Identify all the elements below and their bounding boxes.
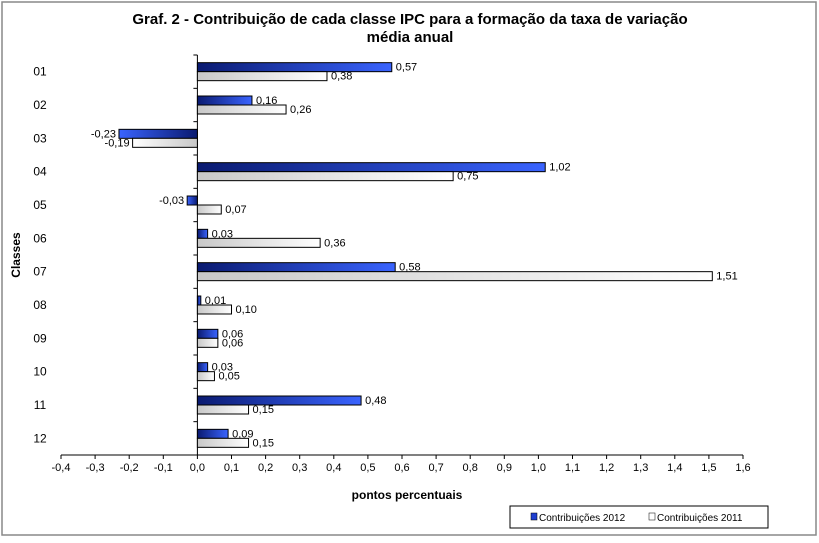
- data-label-2011-08: 0,10: [236, 304, 257, 316]
- legend-swatch-2011: [648, 512, 656, 521]
- x-tick-label: 1,0: [531, 462, 546, 474]
- bar-2012-08: [196, 295, 202, 306]
- bar-2011-06: [196, 237, 321, 248]
- data-label-2011-07: 1,51: [716, 271, 737, 283]
- x-tick-label: -0,2: [120, 462, 139, 474]
- data-label-2012-08: 0,01: [205, 295, 226, 307]
- bar-2012-04: [196, 162, 546, 173]
- bar-2012-05: [186, 195, 198, 206]
- bar-2011-01: [196, 71, 328, 82]
- data-label-2012-01: 0,57: [396, 62, 417, 74]
- category-label: 08: [33, 298, 47, 312]
- x-tick-label: -0,1: [154, 462, 173, 474]
- bar-2012-07: [196, 262, 396, 273]
- category-label: 11: [34, 398, 47, 412]
- category-label: 03: [33, 131, 47, 145]
- bar-2012-01: [196, 62, 393, 73]
- category-label: 10: [33, 365, 47, 379]
- data-label-2012-02: 0,16: [256, 95, 277, 107]
- data-label-2011-12: 0,15: [253, 437, 274, 449]
- category-label: 04: [33, 165, 47, 179]
- x-tick-label: 0,0: [190, 462, 205, 474]
- legend-label-2011: Contribuições 2011: [657, 513, 743, 524]
- bar-2012-09: [196, 328, 219, 339]
- data-label-2011-10: 0,05: [218, 371, 239, 383]
- data-label-2011-02: 0,26: [290, 104, 311, 116]
- x-tick-label: 1,6: [735, 462, 750, 474]
- x-tick-label: 0,2: [258, 462, 273, 474]
- data-label-2012-07: 0,58: [399, 262, 420, 274]
- legend: [509, 505, 769, 529]
- x-tick-label: -0,4: [52, 462, 71, 474]
- data-label-2012-09: 0,06: [222, 328, 243, 340]
- bar-2011-11: [196, 404, 250, 415]
- bar-2011-03: [132, 137, 198, 148]
- x-tick-label: 0,3: [292, 462, 307, 474]
- y-axis-label: Classes: [9, 232, 23, 278]
- category-label: 05: [33, 198, 47, 212]
- x-tick-label: 1,3: [633, 462, 648, 474]
- x-tick-label: 1,4: [667, 462, 682, 474]
- chart-title-line-2: média anual: [367, 29, 454, 46]
- bar-2011-02: [196, 104, 287, 115]
- data-label-2011-06: 0,36: [324, 237, 345, 249]
- x-tick-label: 1,5: [701, 462, 716, 474]
- bar-2011-05: [196, 204, 222, 215]
- x-tick-label: 1,1: [565, 462, 580, 474]
- bar-2011-12: [196, 437, 250, 448]
- data-label-2012-06: 0,03: [212, 228, 233, 240]
- x-tick-label: 0,9: [497, 462, 512, 474]
- data-label-2011-03: -0,19: [105, 137, 130, 149]
- x-tick-label: 1,2: [599, 462, 614, 474]
- data-label-2012-05: -0,03: [159, 195, 184, 207]
- x-axis-label: pontos percentuais: [352, 488, 463, 502]
- x-tick-label: 0,1: [224, 462, 239, 474]
- bar-2012-02: [196, 95, 253, 106]
- bar-2011-08: [196, 304, 232, 315]
- x-tick-label: -0,3: [86, 462, 105, 474]
- category-label: 07: [33, 265, 47, 279]
- bar-2011-10: [196, 371, 215, 382]
- data-label-2012-12: 0,09: [232, 428, 253, 440]
- x-tick-label: 0,4: [326, 462, 341, 474]
- data-label-2011-01: 0,38: [331, 71, 352, 83]
- data-label-2011-04: 0,75: [457, 171, 478, 183]
- bar-2012-03: [118, 128, 198, 139]
- bar-2012-11: [196, 395, 362, 406]
- category-label: 06: [33, 231, 47, 245]
- data-label-2012-04: 1,02: [549, 162, 570, 174]
- bar-2012-06: [196, 228, 209, 239]
- data-label-2011-05: 0,07: [225, 204, 246, 216]
- bar-2011-09: [196, 337, 219, 348]
- x-tick-label: 0,8: [463, 462, 478, 474]
- data-label-2012-11: 0,48: [365, 395, 386, 407]
- legend-label-2012: Contribuições 2012: [539, 513, 626, 524]
- bar-2011-04: [196, 171, 454, 182]
- category-label: 09: [33, 331, 47, 345]
- data-label-2011-09: 0,06: [222, 337, 243, 349]
- x-tick-label: 0,5: [360, 462, 375, 474]
- category-label: 02: [33, 98, 47, 112]
- x-tick-label: 0,6: [394, 462, 409, 474]
- data-label-2012-10: 0,03: [212, 362, 233, 374]
- chart-title-line-1: Graf. 2 - Contribuição de cada classe IP…: [132, 11, 687, 28]
- bar-2012-10: [196, 362, 209, 373]
- data-label-2012-03: -0,23: [91, 128, 116, 140]
- x-tick-label: 0,7: [428, 462, 443, 474]
- bar-2012-12: [196, 428, 229, 439]
- category-label: 01: [33, 65, 47, 79]
- legend-swatch-2012: [530, 512, 538, 521]
- bar-2011-07: [196, 271, 713, 282]
- category-label: 12: [33, 431, 47, 445]
- data-label-2011-11: 0,15: [253, 404, 274, 416]
